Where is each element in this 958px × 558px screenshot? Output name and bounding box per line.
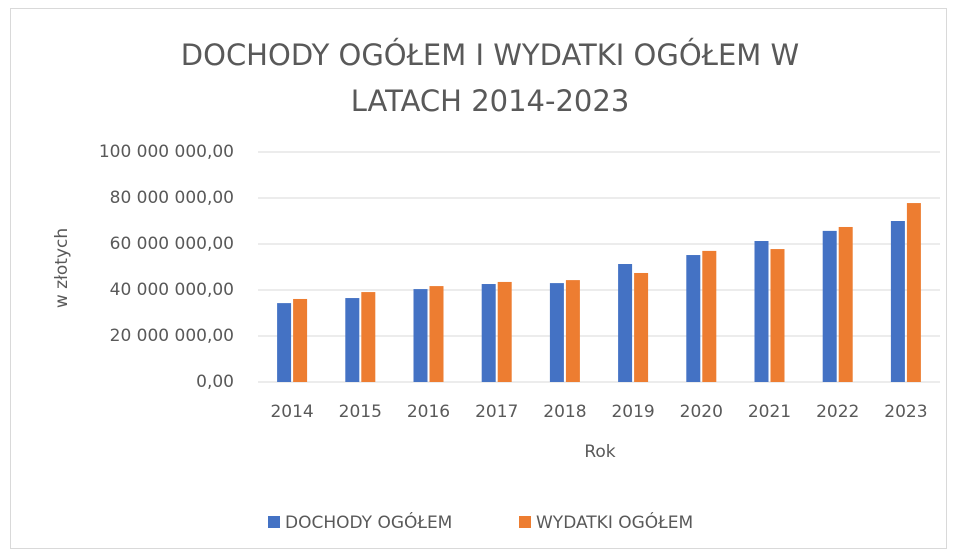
bar [702, 250, 717, 382]
bar [822, 230, 837, 382]
bar [754, 241, 769, 382]
legend-label: DOCHODY OGÓŁEM [285, 511, 452, 533]
bar [618, 264, 633, 382]
y-tick-label: 100 000 000,00 [99, 142, 234, 162]
legend-swatch [519, 516, 531, 528]
y-tick-label: 40 000 000,00 [110, 280, 234, 300]
bar [497, 281, 512, 382]
bar [906, 203, 921, 382]
bar [686, 255, 701, 382]
bar [293, 298, 308, 382]
bar [429, 286, 444, 382]
bar [277, 303, 292, 382]
bar [345, 298, 360, 382]
chart-border [10, 8, 947, 549]
chart-title: DOCHODY OGÓŁEM I WYDATKI OGÓŁEM W LATACH… [180, 38, 800, 118]
x-tick-label: 2022 [816, 402, 859, 422]
bar [413, 289, 428, 382]
x-tick-label: 2016 [407, 402, 450, 422]
y-tick-label: 80 000 000,00 [110, 188, 234, 208]
x-tick-label: 2021 [748, 402, 791, 422]
y-tick-label: 20 000 000,00 [110, 326, 234, 346]
bar [634, 272, 649, 382]
bar [361, 292, 376, 382]
x-tick-label: 2019 [611, 402, 654, 422]
bar [549, 283, 564, 382]
x-tick-label: 2014 [270, 402, 313, 422]
legend-swatch [268, 516, 280, 528]
x-tick-label: 2017 [475, 402, 518, 422]
bar [770, 249, 785, 382]
x-tick-label: 2018 [543, 402, 586, 422]
x-tick-label: 2020 [680, 402, 723, 422]
bar [481, 284, 496, 382]
x-tick-label: 2023 [884, 402, 927, 422]
y-tick-label: 60 000 000,00 [110, 234, 234, 254]
x-tick-label: 2015 [339, 402, 382, 422]
bar [565, 280, 580, 382]
x-axis-label: Rok [584, 442, 615, 462]
bar [890, 221, 905, 382]
y-tick-label: 0,00 [196, 372, 234, 392]
y-axis-label: w złotych [52, 228, 72, 308]
legend-label: WYDATKI OGÓŁEM [536, 511, 693, 533]
bar [838, 226, 853, 382]
